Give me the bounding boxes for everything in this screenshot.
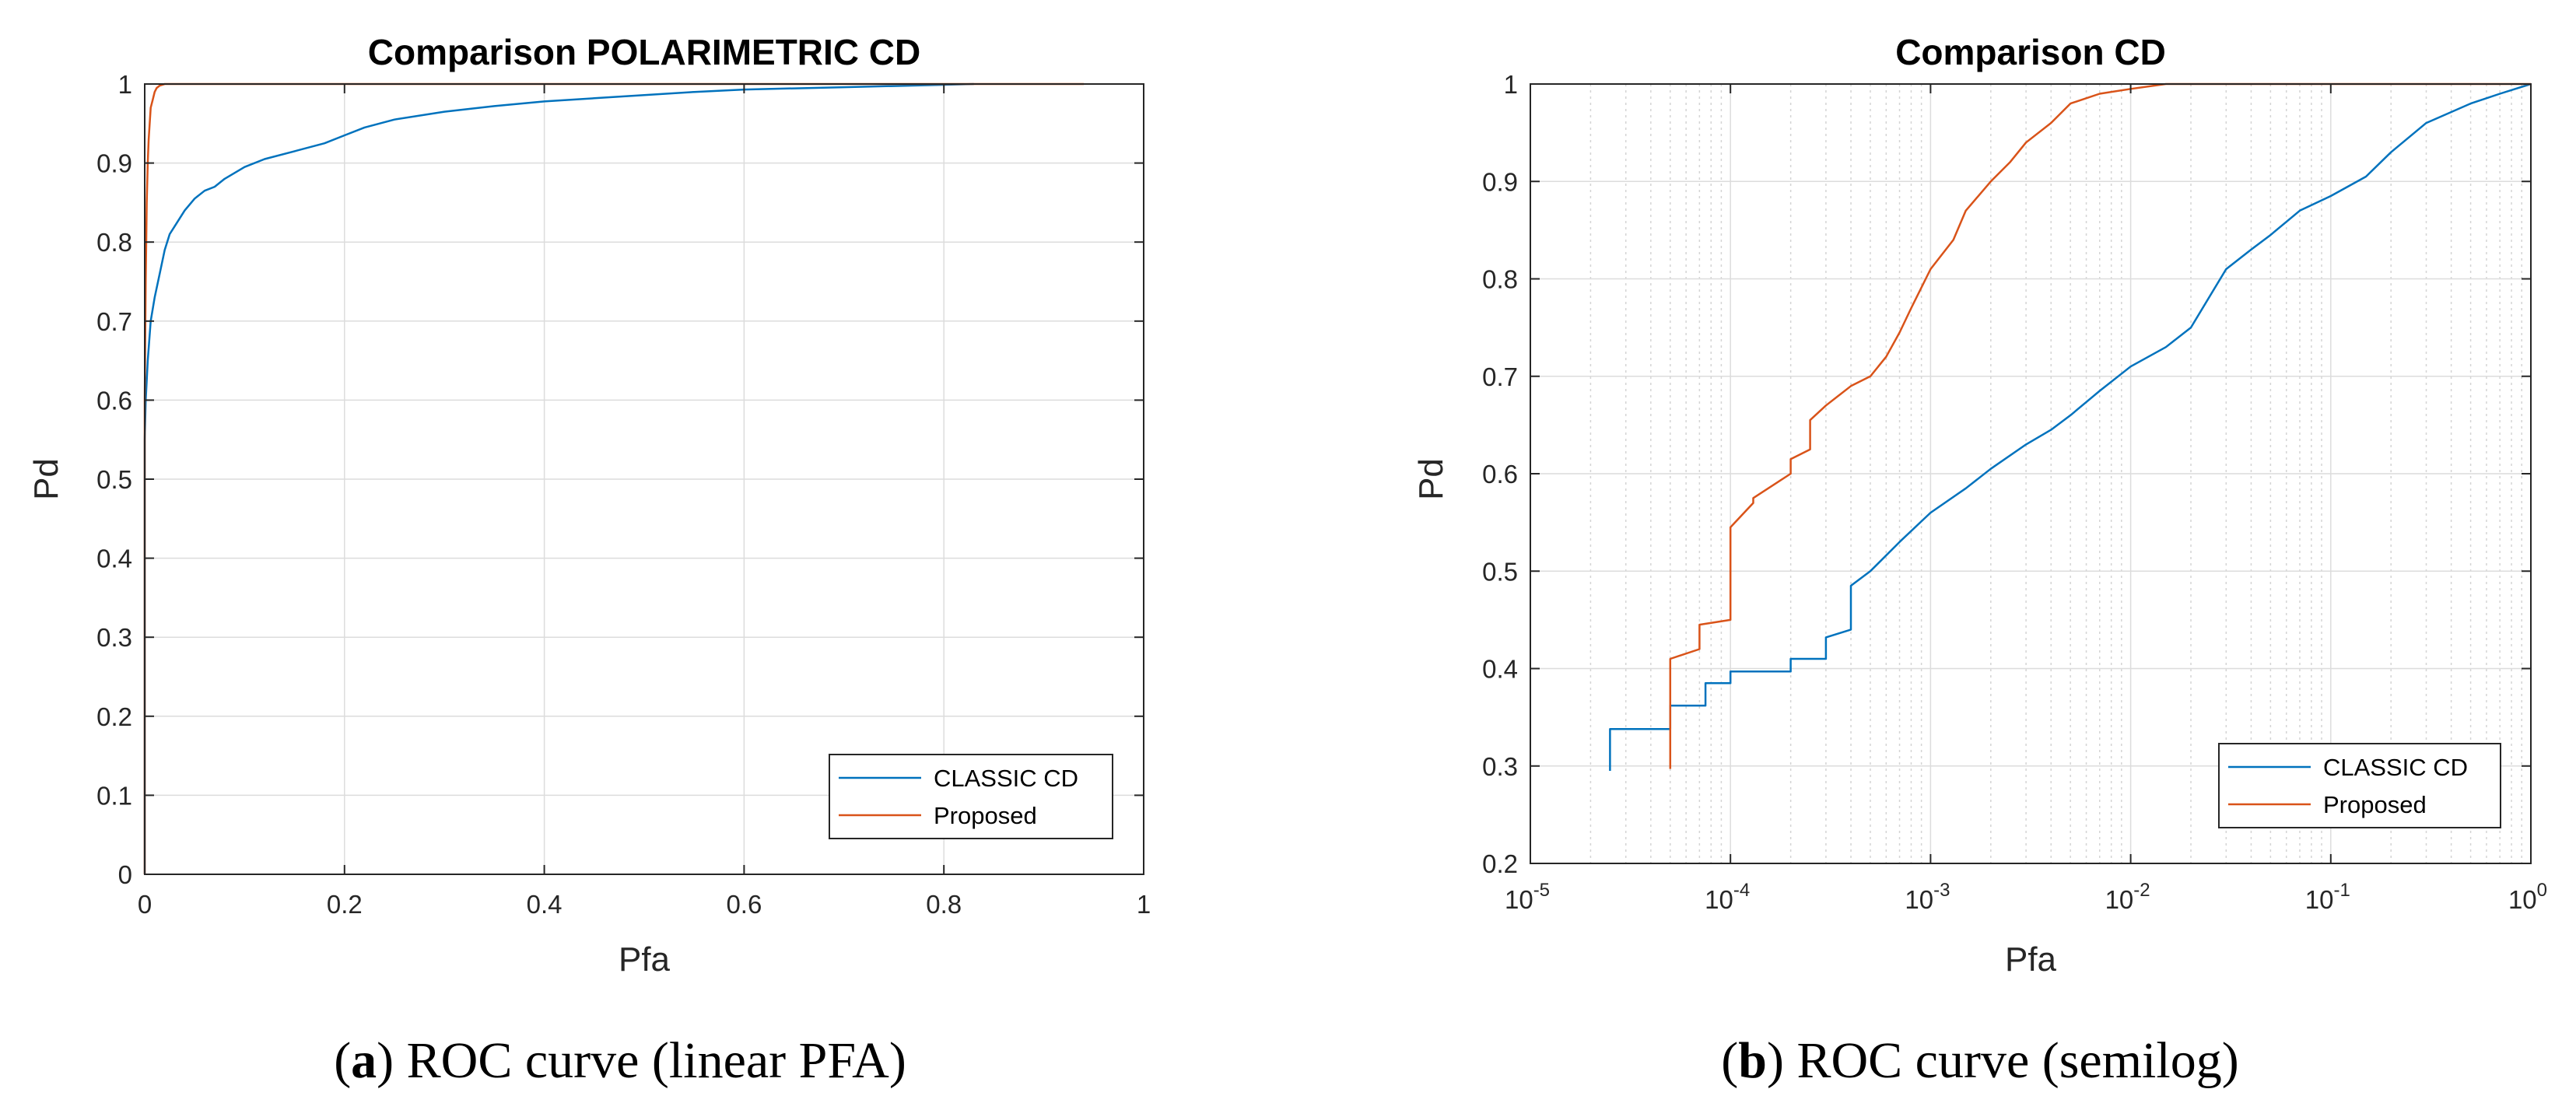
caption-a-letter: a — [351, 1032, 377, 1089]
legend-box-a — [829, 754, 1113, 839]
x-axis-label-a: Pfa — [619, 940, 671, 979]
legend-label-proposed-b: Proposed — [2323, 791, 2427, 818]
y-tick-label: 0.4 — [96, 544, 132, 573]
y-tick-label: 1 — [1504, 70, 1518, 99]
caption-b-prefix: ( — [1721, 1032, 1738, 1089]
series-line-classic — [143, 82, 974, 874]
y-tick-label: 0.4 — [1482, 655, 1518, 684]
legend-box-b — [2218, 743, 2501, 828]
y-axis-label-b: Pd — [1412, 458, 1450, 500]
x-ticks-b: 10-5 10-4 10-3 10-2 10-1 100 — [1505, 84, 2547, 914]
y-tick-label: 0.7 — [1482, 362, 1518, 391]
series-b — [1609, 82, 2532, 771]
x-tick-label: 10-1 — [2305, 880, 2350, 914]
legend-label-classic-a: CLASSIC CD — [934, 765, 1078, 792]
legend-label-proposed-a: Proposed — [934, 802, 1037, 829]
chart-title-b: Comparison CD — [1895, 32, 2166, 72]
caption-a: (a) ROC curve (linear PFA) — [334, 1032, 906, 1089]
series-a — [143, 82, 1084, 874]
legend-a: CLASSIC CD Proposed — [829, 754, 1113, 839]
x-tick-label: 0 — [138, 890, 152, 919]
x-tick-label: 100 — [2508, 880, 2547, 914]
legend-b: CLASSIC CD Proposed — [2218, 743, 2501, 828]
series-line-proposed — [1669, 82, 2531, 769]
caption-a-text: ) ROC curve (linear PFA) — [377, 1032, 906, 1089]
y-tick-label: 0.8 — [1482, 265, 1518, 294]
caption-b-text: ) ROC curve (semilog) — [1767, 1032, 2239, 1089]
chart-b: 10-5 10-4 10-3 10-2 10-1 100 0.20.30.40.50.60… — [1412, 32, 2547, 979]
y-tick-label: 0.2 — [96, 702, 132, 731]
x-tick-label: 10-2 — [2105, 880, 2150, 914]
x-ticks-a: 0 0.2 0.4 0.6 0.8 1 — [138, 84, 1151, 919]
y-axis-label-a: Pd — [27, 458, 65, 500]
y-tick-label: 0.7 — [96, 307, 132, 336]
x-tick-label: 10-3 — [1905, 880, 1950, 914]
x-axis-label-b: Pfa — [2005, 940, 2057, 979]
series-line-classic — [1609, 82, 2532, 771]
x-tick-label: 10-5 — [1505, 880, 1550, 914]
y-tick-label: 1 — [118, 70, 132, 99]
chart-a: 0 0.2 0.4 0.6 0.8 1 0 0.1 0.2 0.3 0.4 0.5 0.6 0.7 0.8… — [27, 32, 1151, 979]
y-ticks-a: 0 0.1 0.2 0.3 0.4 0.5 0.6 0.7 0.8 0.9 1 — [96, 70, 1144, 889]
x-tick-label: 0.6 — [726, 890, 762, 919]
y-tick-label: 0.9 — [96, 149, 132, 178]
y-tick-label: 0.2 — [1482, 849, 1518, 878]
x-tick-label: 0.4 — [527, 890, 563, 919]
y-tick-label: 0 — [118, 860, 132, 889]
y-tick-label: 0.3 — [1482, 752, 1518, 781]
y-ticks-b: 0.2 0.3 0.4 0.5 0.6 0.7 0.8 0.9 1 — [1482, 70, 2531, 878]
y-tick-label: 0.5 — [1482, 557, 1518, 586]
y-tick-label: 0.9 — [1482, 167, 1518, 196]
y-tick-label: 0.6 — [96, 386, 132, 415]
series-line-proposed — [143, 82, 1084, 874]
y-tick-label: 0.8 — [96, 228, 132, 257]
x-tick-label: 1 — [1137, 890, 1151, 919]
caption-b: (b) ROC curve (semilog) — [1721, 1032, 2238, 1089]
y-tick-label: 0.3 — [96, 623, 132, 652]
x-tick-label: 0.2 — [327, 890, 363, 919]
caption-a-prefix: ( — [334, 1032, 351, 1089]
chart-title-a: Comparison POLARIMETRIC CD — [368, 32, 920, 72]
x-tick-label: 10-4 — [1705, 880, 1750, 914]
x-tick-label: 0.8 — [926, 890, 962, 919]
caption-b-letter: b — [1738, 1032, 1767, 1089]
y-tick-label: 0.6 — [1482, 460, 1518, 488]
y-tick-label: 0.5 — [96, 465, 132, 494]
legend-label-classic-b: CLASSIC CD — [2323, 754, 2468, 781]
y-tick-label: 0.1 — [96, 781, 132, 810]
